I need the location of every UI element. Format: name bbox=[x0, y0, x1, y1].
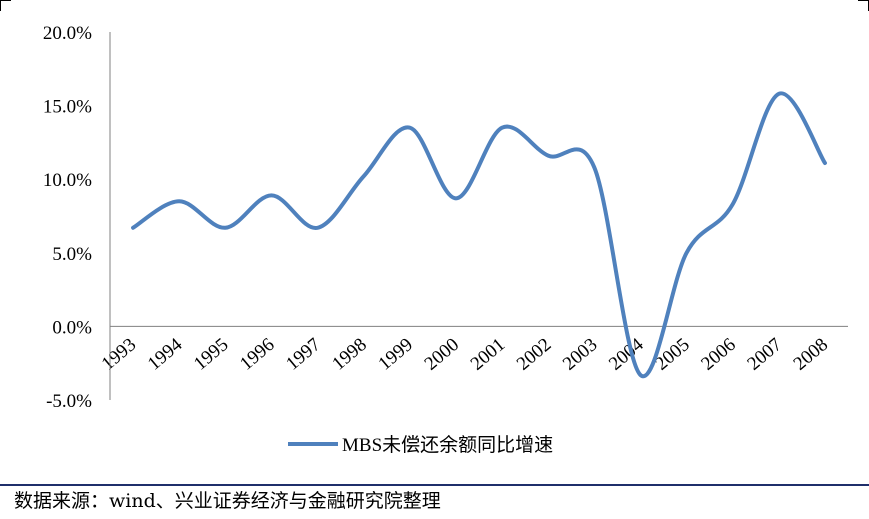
y-tick-label: 0.0% bbox=[52, 317, 92, 338]
x-tick-label: 1996 bbox=[236, 334, 279, 375]
x-tick-label: 1998 bbox=[328, 334, 371, 375]
line-chart: 20.0%15.0%10.0%5.0%0.0%-5.0% 1993 1994 199… bbox=[43, 23, 848, 456]
x-tick-label: 1993 bbox=[98, 334, 141, 375]
x-tick-label: 1995 bbox=[190, 334, 233, 375]
legend: MBS未偿还余额同比增速 bbox=[288, 434, 553, 456]
legend-label: MBS未偿还余额同比增速 bbox=[342, 434, 553, 456]
source-divider bbox=[0, 484, 869, 486]
y-tick-label: 15.0% bbox=[43, 97, 92, 118]
y-tick-label: -5.0% bbox=[46, 391, 92, 412]
x-tick-label: 1999 bbox=[374, 334, 417, 375]
x-tick-label: 2001 bbox=[467, 334, 510, 375]
y-tick-label: 20.0% bbox=[43, 23, 92, 44]
y-tick-label: 5.0% bbox=[52, 244, 92, 265]
series-line bbox=[131, 91, 827, 379]
x-tick-label: 2007 bbox=[743, 334, 786, 375]
y-tick-label: 10.0% bbox=[43, 170, 92, 191]
x-tick-label: 1997 bbox=[282, 334, 325, 375]
x-tick-label: 2008 bbox=[790, 334, 833, 375]
series-group bbox=[131, 91, 827, 379]
x-tick-label: 2002 bbox=[513, 334, 556, 375]
frame-corner-top-left bbox=[0, 0, 11, 11]
x-tick-label: 1994 bbox=[144, 334, 187, 375]
x-tick-label: 2000 bbox=[421, 334, 464, 375]
x-tick-label: 2003 bbox=[559, 334, 602, 375]
x-axis-ticks: 1993 1994 1995 1996 1997 1998 1999 2000 2001 2002… bbox=[98, 334, 832, 375]
source-note: 数据来源：wind、兴业证券经济与金融研究院整理 bbox=[14, 490, 441, 512]
x-tick-label: 2006 bbox=[697, 334, 740, 375]
y-axis-ticks: 20.0% 15.0% 10.0% 5.0% 0.0% -5.0% bbox=[43, 23, 92, 412]
